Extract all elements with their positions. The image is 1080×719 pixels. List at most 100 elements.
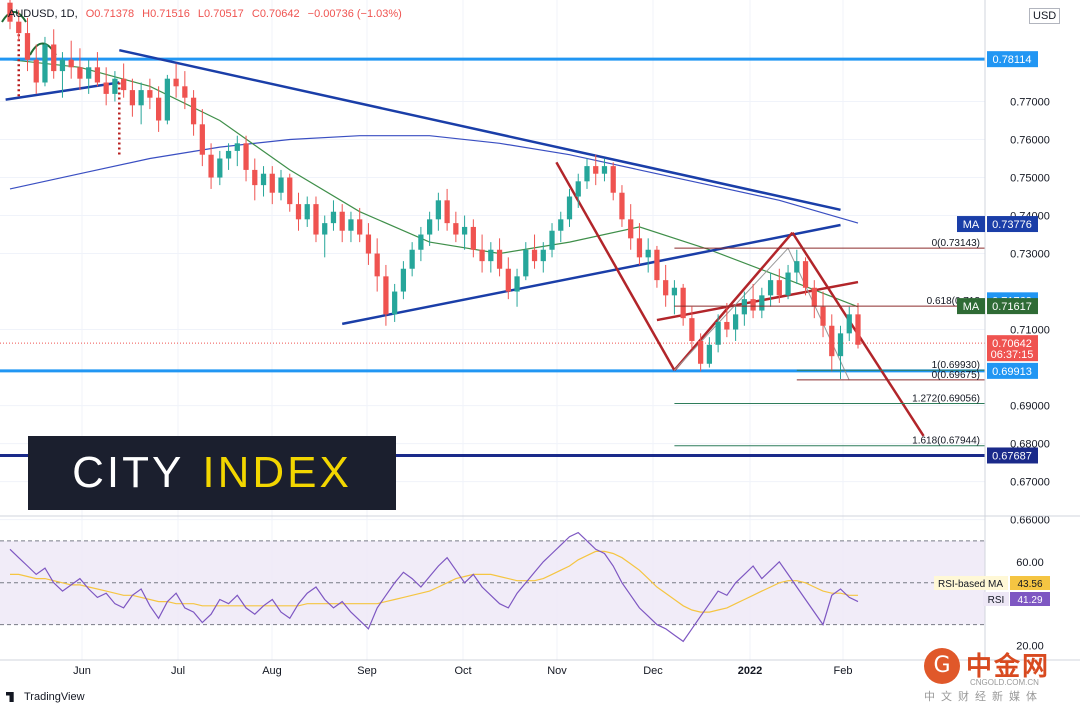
price-label: 0.69913: [992, 366, 1032, 378]
candle-body: [400, 268, 407, 292]
y-tick-label: 0.67000: [1010, 477, 1050, 489]
candle-body: [820, 306, 826, 326]
rsi-tick-label: 60.00: [1016, 557, 1044, 569]
y-tick-label: 0.75000: [1010, 173, 1050, 185]
candle-body: [260, 173, 267, 186]
channel-red-down: [555, 161, 676, 371]
candle-body: [16, 21, 22, 34]
candle-body: [802, 261, 809, 288]
trendline-upper: [119, 48, 841, 212]
candle-body: [287, 177, 293, 205]
head-arc: [1, 11, 27, 23]
candle-body: [217, 158, 223, 178]
city-index-logo: CITY INDEX: [28, 436, 396, 510]
candle-body: [427, 219, 433, 235]
tradingview-label: TradingView: [24, 691, 85, 703]
x-tick-label: Aug: [262, 665, 282, 677]
rsi-ma-line: [10, 550, 858, 613]
candle-body: [636, 238, 643, 258]
candle-body: [811, 287, 817, 307]
candle-body: [531, 249, 538, 262]
candle-body: [514, 276, 520, 292]
candle-body: [584, 166, 590, 182]
candle-body: [51, 44, 57, 72]
trendline-lower: [341, 223, 841, 326]
candle-body: [619, 192, 625, 220]
price-label-box: [987, 216, 1038, 233]
candle-body: [479, 249, 485, 262]
candle-body: [322, 223, 328, 235]
currency-badge[interactable]: USD: [1029, 8, 1061, 24]
fib-level-label: 1(0.69930): [932, 360, 980, 371]
rsi-line: [9, 531, 859, 643]
candle-body: [593, 166, 599, 174]
tradingview-brand[interactable]: TradingView: [6, 691, 85, 703]
price-label: 0.67687: [992, 450, 1032, 462]
fib-level-label: 1.618(0.67944): [912, 436, 980, 447]
fib-level-label: 0(0.73143): [932, 238, 980, 249]
candle-body: [199, 124, 205, 155]
y-tick-label: 0.73000: [1010, 249, 1050, 261]
candle-body: [33, 59, 39, 83]
cngold-name: 中金网: [966, 652, 1051, 682]
fib-level-label: 1.272(0.69056): [912, 393, 980, 404]
candle-body: [208, 154, 214, 178]
rsi-ma-legend-box: [934, 576, 1008, 590]
candle-body: [829, 325, 835, 357]
symbol-label[interactable]: AUDUSD, 1D,: [8, 8, 78, 20]
candle-body: [741, 299, 747, 315]
cngold-watermark: G 中金网 CNGOLD.COM.CN 中文财经新媒体: [924, 642, 1074, 704]
candle-body: [732, 314, 739, 330]
x-tick-label: Nov: [547, 665, 567, 677]
candle-body: [147, 90, 153, 98]
y-tick-label: 0.77000: [1010, 97, 1050, 109]
candle-body: [182, 86, 188, 98]
x-tick-label: Oct: [454, 665, 471, 677]
open-value: O0.71378: [85, 8, 135, 20]
candle-body: [190, 97, 197, 125]
candle-body: [383, 276, 389, 315]
x-tick-label: 2022: [738, 665, 762, 677]
candle-body: [313, 204, 319, 235]
candle-body: [601, 166, 608, 174]
candle-body: [715, 321, 721, 345]
symbol-header: AUDUSD, 1D, O0.71378 H0.71516 L0.70517 C…: [8, 8, 402, 20]
candle-body: [59, 59, 66, 72]
fib-level-label: 0(0.69675): [932, 370, 980, 381]
candle-body: [103, 82, 109, 94]
price-label: 0.70642: [992, 338, 1032, 350]
cngold-url: CNGOLD.COM.CN: [970, 678, 1039, 687]
price-label: 0.78114: [993, 54, 1032, 66]
candle-body: [505, 268, 511, 292]
candle-body: [409, 249, 415, 269]
candle-body: [575, 181, 581, 197]
candle-body: [348, 219, 354, 231]
candle-body: [330, 211, 337, 224]
candle-body: [304, 204, 310, 220]
price-label-box: [987, 447, 1038, 464]
price-label-box: [987, 335, 1038, 362]
rsi-tick-label: 20.00: [1016, 641, 1044, 653]
price-label-box: [987, 298, 1038, 315]
candle-body: [654, 249, 660, 281]
price-label-box: [987, 362, 1038, 379]
candle-body: [374, 253, 380, 277]
tradingview-icon: [6, 692, 14, 702]
candle-body: [444, 200, 450, 224]
x-tick-label: Jun: [73, 665, 91, 677]
candle-body: [759, 295, 765, 311]
candle-body: [94, 67, 101, 83]
candle-body: [645, 249, 651, 258]
change-value: −0.00736 (−1.03%): [307, 8, 402, 20]
y-tick-label: 0.66000: [1010, 515, 1050, 527]
candle-body: [689, 318, 695, 341]
candle-body: [24, 33, 31, 60]
rsi-legend-label: RSI: [988, 595, 1005, 606]
candle-body: [155, 97, 162, 121]
candle-body: [252, 169, 258, 186]
low-value: L0.70517: [197, 8, 244, 20]
candle-body: [234, 143, 240, 151]
candle-body: [77, 67, 83, 79]
